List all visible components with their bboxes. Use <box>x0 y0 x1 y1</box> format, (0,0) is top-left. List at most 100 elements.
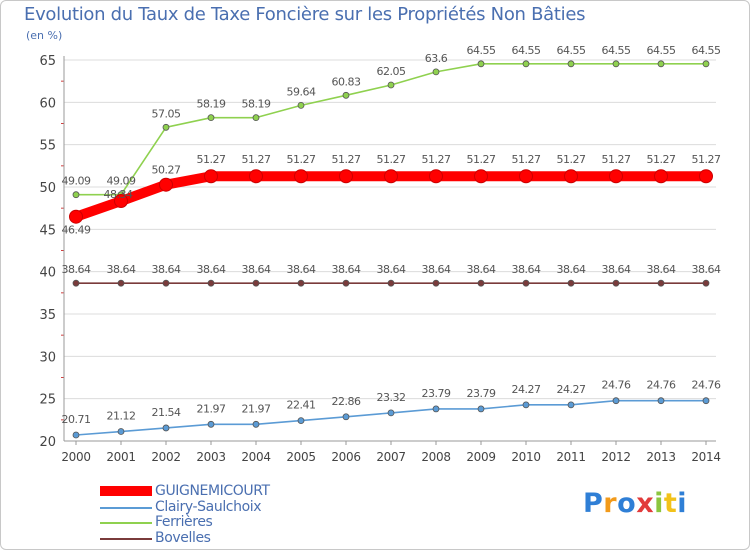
data-label: 38.64 <box>422 263 451 276</box>
data-point <box>342 91 350 99</box>
x-tick-label: 2007 <box>376 450 405 464</box>
data-point <box>339 169 353 184</box>
data-label: 51.27 <box>602 153 631 166</box>
data-point <box>117 428 125 435</box>
data-point <box>432 68 440 76</box>
data-label: 24.76 <box>647 379 676 392</box>
data-label-layer: 46.49 48.34 50.27 51.27 51.27 51.27 51.27 51.27… <box>62 44 722 426</box>
data-label: 24.76 <box>602 379 631 392</box>
data-label: 22.86 <box>332 395 361 408</box>
data-point <box>252 114 260 122</box>
logo-letter: t <box>663 488 678 519</box>
legend-swatch <box>100 522 152 524</box>
data-label: 38.64 <box>512 263 541 276</box>
x-tick-label: 2002 <box>151 450 180 464</box>
data-label: 51.27 <box>287 153 316 166</box>
data-label: 21.12 <box>107 410 136 423</box>
x-tick-label: 2000 <box>61 450 90 464</box>
data-point <box>657 279 665 287</box>
data-point <box>519 169 533 184</box>
data-label: 60.83 <box>332 75 361 88</box>
data-label: 64.55 <box>647 44 676 57</box>
data-point <box>699 169 713 184</box>
data-label: 51.27 <box>692 153 721 166</box>
data-point <box>564 169 578 184</box>
data-point <box>252 420 260 428</box>
data-label: 58.19 <box>197 98 226 111</box>
data-label: 24.76 <box>692 379 721 392</box>
data-label: 51.27 <box>422 153 451 166</box>
y-tick-label: 20 <box>39 435 56 450</box>
x-tick-label: 2005 <box>286 450 315 464</box>
legend-swatch <box>100 537 152 540</box>
data-label: 58.19 <box>242 98 271 111</box>
data-label: 38.64 <box>467 263 496 276</box>
data-point <box>657 60 665 68</box>
y-tick-label: 60 <box>39 96 56 111</box>
data-label: 38.64 <box>242 263 271 276</box>
data-label: 21.97 <box>197 402 226 415</box>
data-label: 51.27 <box>332 153 361 166</box>
axis-layer: 20 25 30 35 40 45 50 55 60 65 2000 2001 2002 2003 2004… <box>39 54 721 464</box>
data-label: 50.27 <box>152 164 181 177</box>
data-point <box>342 413 350 421</box>
data-label: 51.27 <box>197 153 226 166</box>
data-label: 23.79 <box>467 387 496 400</box>
data-label: 38.64 <box>107 263 136 276</box>
data-label: 21.54 <box>152 406 181 419</box>
data-label: 23.32 <box>377 391 406 404</box>
data-point <box>117 279 125 287</box>
data-label: 62.05 <box>377 65 406 78</box>
legend-label: Bovelles <box>155 529 211 546</box>
data-label: 23.79 <box>422 387 451 400</box>
data-point <box>612 397 620 405</box>
data-point <box>477 405 485 413</box>
logo-letter: x <box>636 488 655 519</box>
data-label: 51.27 <box>512 153 541 166</box>
data-point <box>207 420 215 428</box>
data-point <box>384 169 398 184</box>
data-point <box>429 169 443 184</box>
data-point <box>474 169 488 184</box>
data-point <box>432 405 440 413</box>
data-point <box>162 279 170 287</box>
x-tick-label: 2011 <box>556 450 585 464</box>
data-label: 51.27 <box>242 153 271 166</box>
data-point <box>522 279 530 287</box>
data-point <box>387 409 395 417</box>
x-tick-label: 2003 <box>196 450 225 464</box>
legend-label: Ferrières <box>155 514 213 530</box>
y-tick-label: 50 <box>39 181 56 196</box>
data-point <box>72 191 80 199</box>
data-label: 51.27 <box>467 153 496 166</box>
y-tick-label: 25 <box>39 393 56 408</box>
data-point <box>657 397 665 405</box>
data-point <box>609 169 623 184</box>
data-label: 51.27 <box>647 153 676 166</box>
data-label: 38.64 <box>332 263 361 276</box>
data-point <box>612 279 620 287</box>
data-point <box>387 81 395 89</box>
data-point <box>567 60 575 68</box>
data-point <box>654 169 668 184</box>
data-label: 38.64 <box>152 263 181 276</box>
y-tick-label: 35 <box>39 308 56 323</box>
y-axis-unit-label: (en %) <box>26 29 63 42</box>
data-label: 49.09 <box>107 175 136 188</box>
data-point <box>297 101 305 109</box>
logo-letter: i <box>677 488 688 519</box>
data-point <box>522 60 530 68</box>
y-tick-label: 45 <box>39 223 56 238</box>
data-label: 21.97 <box>242 402 271 415</box>
legend-label: Clairy-Saulchoix <box>155 498 262 515</box>
logo-letter: o <box>617 488 637 519</box>
data-point <box>432 279 440 287</box>
data-point <box>477 60 485 68</box>
data-label: 46.49 <box>62 224 91 237</box>
data-point <box>72 279 80 287</box>
data-point <box>702 60 710 68</box>
data-point <box>207 279 215 287</box>
data-label: 24.27 <box>557 383 586 396</box>
chart-title: Evolution du Taux de Taxe Foncière sur l… <box>24 4 586 25</box>
